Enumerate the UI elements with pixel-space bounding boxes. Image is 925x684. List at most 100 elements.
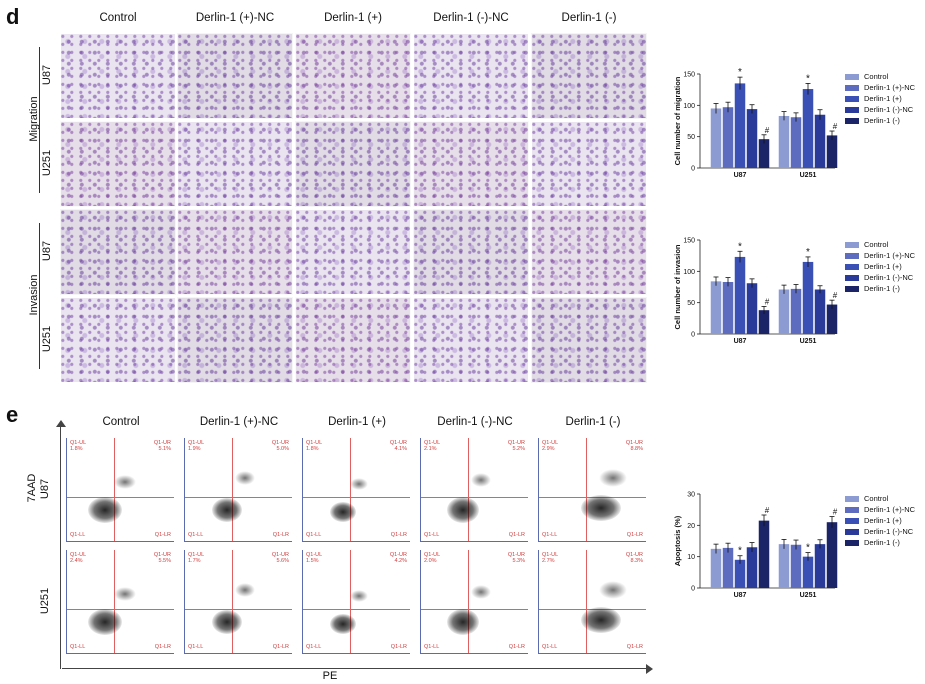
quadrant-value-ur: 5.1% xyxy=(158,446,171,452)
quadrant-label-ul: Q1-UL xyxy=(424,552,441,558)
legend-item: Derlin-1 (-) xyxy=(845,116,900,125)
quadrant-label-lr: Q1-LR xyxy=(272,532,289,538)
quadrant-label-ll: Q1-LL xyxy=(542,532,558,538)
quadrant-label-ul: Q1-UL xyxy=(188,552,205,558)
quadrant-label-lr: Q1-LR xyxy=(390,644,407,650)
quadrant-value-ul: 2.7% xyxy=(542,558,555,564)
category-label: U87 xyxy=(734,338,747,345)
quadrant-label-lr: Q1-LR xyxy=(390,532,407,538)
cell-population-cloud xyxy=(447,609,479,635)
bar xyxy=(790,544,802,588)
quadrant-label-ur: Q1-UR xyxy=(507,440,525,446)
y-axis-label: Apoptosis (%) xyxy=(673,515,682,566)
bar xyxy=(802,261,814,334)
flow-cytometry-plot: Q1-UL 2.7% Q1-UR 8.3% Q1-LL Q1-LR xyxy=(538,550,646,654)
quadrant-vline xyxy=(114,438,116,541)
row-label: U251 xyxy=(39,587,51,615)
legend-item: Derlin-1 (+) xyxy=(845,94,902,103)
flow-cytometry-plot: Q1-UL 2.1% Q1-UR 5.2% Q1-LL Q1-LR xyxy=(420,438,528,542)
micrograph-image xyxy=(177,121,293,207)
legend-item: Derlin-1 (+)-NC xyxy=(845,83,915,92)
legend-label: Derlin-1 (-)-NC xyxy=(864,273,914,282)
cell-population-cloud xyxy=(350,478,368,490)
cell-population-cloud xyxy=(581,607,621,633)
bar xyxy=(814,289,826,334)
flow-cytometry-plot: Q1-UL 1.8% Q1-UR 4.1% Q1-LL Q1-LR xyxy=(302,438,410,542)
quadrant-vline xyxy=(350,438,352,541)
legend-label: Derlin-1 (+)-NC xyxy=(864,251,916,260)
significance-mark: * xyxy=(738,546,742,557)
legend-label: Derlin-1 (-) xyxy=(864,116,900,125)
micrograph-image xyxy=(60,33,176,119)
legend-swatch xyxy=(845,274,859,281)
micrograph-image xyxy=(295,209,411,295)
bar xyxy=(722,281,734,334)
micrograph-image xyxy=(295,297,411,383)
micrograph-image xyxy=(177,209,293,295)
micrograph-image xyxy=(531,121,647,207)
y-tick-label: 150 xyxy=(683,72,695,79)
bar xyxy=(778,544,790,588)
panel-e-letter: e xyxy=(6,402,19,427)
quadrant-label-lr: Q1-LR xyxy=(272,644,289,650)
quadrant-value-ul: 1.8% xyxy=(70,446,83,452)
bar xyxy=(746,547,758,588)
cell-population-cloud xyxy=(212,610,242,634)
column-header: Control xyxy=(102,416,140,428)
micrograph-image xyxy=(60,297,176,383)
bar xyxy=(758,139,770,168)
bar xyxy=(814,544,826,588)
legend-swatch xyxy=(845,252,859,259)
quadrant-label-lr: Q1-LR xyxy=(154,532,171,538)
quadrant-label-ur: Q1-UR xyxy=(271,440,289,446)
quadrant-hline xyxy=(67,496,174,498)
quadrant-label-ll: Q1-LL xyxy=(188,644,204,650)
cell-population-cloud xyxy=(471,473,491,487)
legend-label: Derlin-1 (-)-NC xyxy=(864,105,914,114)
micrograph-image xyxy=(413,121,529,207)
quadrant-label-ll: Q1-LL xyxy=(424,532,440,538)
quadrant-label-ll: Q1-LL xyxy=(70,644,86,650)
quadrant-vline xyxy=(232,550,234,653)
micrograph-image xyxy=(295,121,411,207)
micrograph-image xyxy=(531,297,647,383)
legend-item: Derlin-1 (+)-NC xyxy=(845,505,915,514)
bar xyxy=(814,114,826,168)
micrograph-image xyxy=(177,297,293,383)
quadrant-vline xyxy=(350,550,352,653)
bar xyxy=(722,107,734,168)
legend-label: Derlin-1 (+) xyxy=(864,516,902,525)
significance-mark: * xyxy=(806,73,810,84)
quadrant-label-ur: Q1-UR xyxy=(153,552,171,558)
bar xyxy=(758,520,770,588)
quadrant-vline xyxy=(468,550,470,653)
quadrant-value-ur: 5.5% xyxy=(158,558,171,564)
bar xyxy=(734,256,746,334)
quadrant-hline xyxy=(303,496,410,498)
cell-population-cloud xyxy=(114,475,136,489)
significance-mark: # xyxy=(765,297,770,306)
column-header: Control xyxy=(99,12,137,24)
quadrant-value-ur: 5.6% xyxy=(276,558,289,564)
quadrant-hline xyxy=(303,608,410,610)
quadrant-label-ll: Q1-LL xyxy=(542,644,558,650)
y-tick-label: 10 xyxy=(687,554,695,561)
y-axis-arrowhead-icon xyxy=(56,420,66,427)
cell-population-cloud xyxy=(581,495,621,521)
significance-mark: # xyxy=(833,508,838,517)
significance-mark: * xyxy=(806,543,810,554)
column-header: Derlin-1 (-) xyxy=(565,416,621,428)
row-label: U87 xyxy=(39,478,51,500)
quadrant-label-ul: Q1-UL xyxy=(542,440,559,446)
quadrant-hline xyxy=(185,496,292,498)
quadrant-value-ul: 2.4% xyxy=(70,558,83,564)
quadrant-label-ul: Q1-UL xyxy=(424,440,441,446)
legend-label: Derlin-1 (-)-NC xyxy=(864,527,914,536)
bar xyxy=(826,522,838,588)
category-label: U251 xyxy=(800,338,817,345)
category-label: U251 xyxy=(800,172,817,179)
micrograph-image xyxy=(413,33,529,119)
column-header: Derlin-1 (-)-NC xyxy=(433,12,509,24)
quadrant-label-ul: Q1-UL xyxy=(306,440,323,446)
micrograph-image xyxy=(177,33,293,119)
